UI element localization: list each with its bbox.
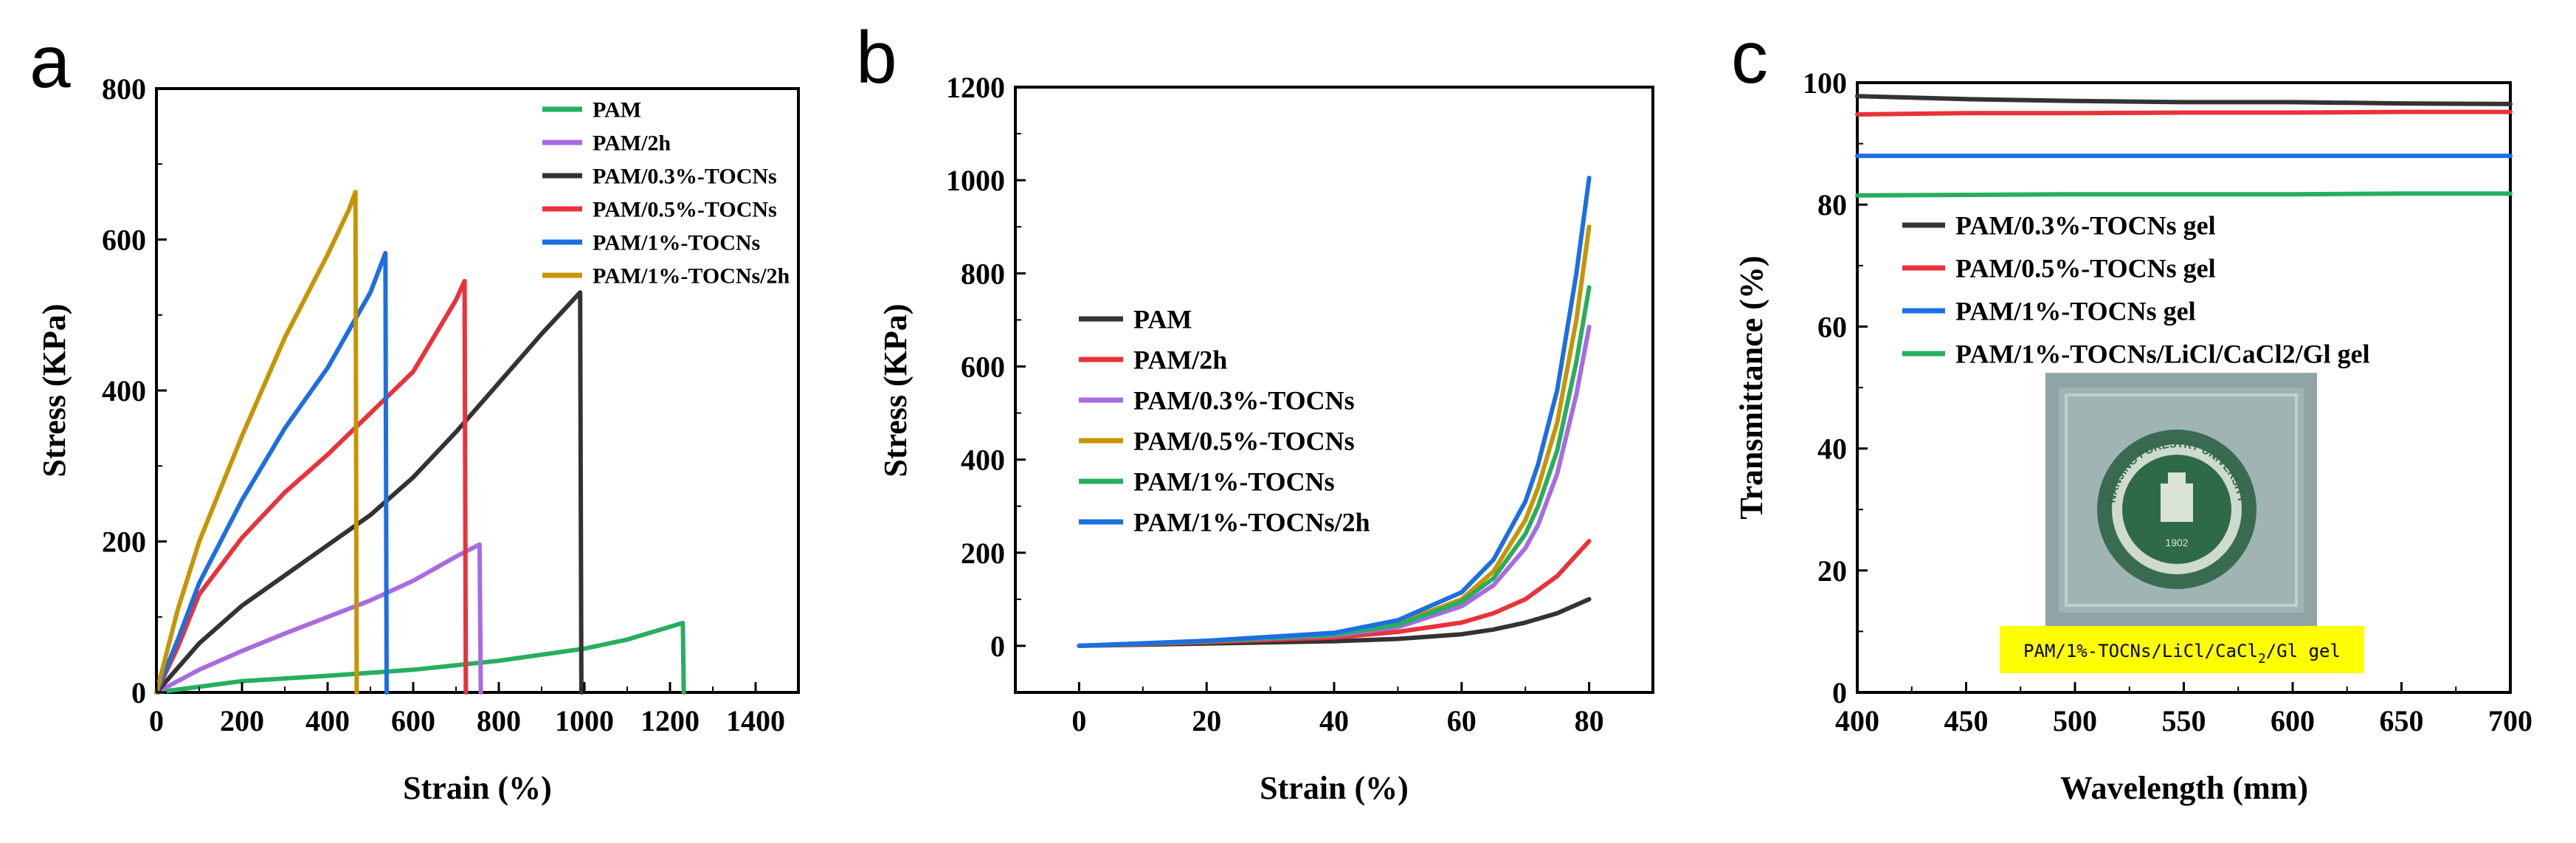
legend-label: PAM/1%-TOCNs gel bbox=[1955, 297, 2196, 326]
y-tick-label: 200 bbox=[961, 537, 1005, 570]
emblem-year: 1902 bbox=[2165, 537, 2188, 548]
panel-letter-a: a bbox=[30, 21, 71, 103]
legend-label: PAM bbox=[1133, 305, 1192, 334]
x-tick-label: 650 bbox=[2380, 704, 2424, 737]
y-axis-title-b: Stress (KPa) bbox=[877, 303, 914, 477]
legend-label: PAM/0.3%-TOCNs bbox=[593, 165, 777, 189]
series-line-a-3 bbox=[154, 278, 469, 695]
photo-caption: PAM/1%-TOCNs/LiCl/CaCl2/Gl gel bbox=[2023, 641, 2341, 667]
series-line-b-1 bbox=[1077, 539, 1592, 648]
y-tick-label: 20 bbox=[1817, 554, 1847, 588]
x-tick-label: 0 bbox=[1071, 704, 1086, 737]
chart-panel-c: 400 450 500 550 600 650 700 0 20 40 60 80 100 PAM/0.… bbox=[1733, 66, 2532, 806]
x-tick-label: 500 bbox=[2053, 704, 2097, 737]
x-tick-label: 400 bbox=[1835, 704, 1879, 737]
x-axis-title-a: Strain (%) bbox=[403, 770, 552, 806]
x-tick-label: 550 bbox=[2162, 704, 2206, 737]
legend-label: PAM/1%-TOCNs bbox=[1133, 467, 1335, 497]
series-line-a-2 bbox=[154, 290, 584, 695]
x-tick-label: 1200 bbox=[640, 704, 700, 737]
series-line-a-1 bbox=[154, 542, 483, 695]
x-tick-label: 1400 bbox=[726, 704, 785, 737]
y-tick-label: 1200 bbox=[946, 71, 1005, 104]
x-tick-label: 1000 bbox=[555, 704, 614, 737]
y-tick-label: 1000 bbox=[946, 164, 1005, 197]
legend-label: PAM/2h bbox=[593, 131, 671, 156]
y-tick-label: 600 bbox=[961, 350, 1005, 383]
x-axis-title-b: Strain (%) bbox=[1260, 770, 1409, 806]
inset-photo: NANJING FORESTRY UNIVERSITY 1902 PAM/1%-… bbox=[2000, 373, 2364, 673]
y-tick-label: 400 bbox=[961, 444, 1005, 477]
legend-label: PAM/0.3%-TOCNs gel bbox=[1955, 211, 2216, 241]
series-line-c-1 bbox=[1855, 109, 2513, 117]
x-tick-label: 400 bbox=[305, 704, 350, 737]
panel-letter-c: c bbox=[1731, 16, 1768, 99]
y-tick-label: 40 bbox=[1817, 433, 1847, 466]
series-line-c-3 bbox=[1855, 191, 2513, 198]
y-tick-label: 0 bbox=[1832, 676, 1847, 709]
y-tick-label: 0 bbox=[131, 676, 146, 709]
y-axis-title-c: Transmittance (%) bbox=[1733, 255, 1769, 519]
chart-panel-a: 0 200 400 600 800 1000 1200 1400 0 200 400 600 800 P… bbox=[36, 72, 800, 806]
photo-caption-box bbox=[2000, 626, 2364, 673]
x-tick-label: 20 bbox=[1192, 704, 1221, 737]
y-tick-label: 100 bbox=[1803, 66, 1847, 100]
y-tick-label: 80 bbox=[1817, 188, 1847, 221]
x-tick-label: 60 bbox=[1447, 704, 1477, 737]
x-tick-label: 700 bbox=[2488, 704, 2532, 737]
legend-label: PAM/0.3%-TOCNs bbox=[1133, 386, 1355, 416]
y-tick-label: 0 bbox=[990, 630, 1005, 663]
x-tick-label: 600 bbox=[2271, 704, 2315, 737]
series-line-c-0 bbox=[1855, 94, 2513, 106]
x-tick-label: 600 bbox=[391, 704, 435, 737]
legend-label: PAM bbox=[593, 98, 641, 123]
y-axis-title-a: Stress (KPa) bbox=[36, 303, 72, 477]
y-tick-label: 60 bbox=[1817, 310, 1847, 343]
legend-label: PAM/1%-TOCNs/LiCl/CaCl2/Gl gel bbox=[1955, 340, 2370, 369]
emblem-building-icon bbox=[2161, 484, 2193, 522]
panel-letter-b: b bbox=[856, 16, 897, 99]
legend-label: PAM/2h bbox=[1133, 345, 1227, 375]
y-tick-label: 200 bbox=[102, 526, 146, 559]
legend-label: PAM/0.5%-TOCNs bbox=[1133, 427, 1355, 456]
y-tick-label: 600 bbox=[102, 224, 146, 257]
y-tick-label: 400 bbox=[102, 374, 146, 407]
series-line-b-5 bbox=[1077, 176, 1592, 648]
y-tick-label: 800 bbox=[102, 72, 146, 106]
x-tick-label: 200 bbox=[220, 704, 264, 737]
legend-label: PAM/0.5%-TOCNs bbox=[593, 198, 777, 222]
x-axis-title-c: Wavelength (mm) bbox=[2060, 770, 2308, 806]
legend-label: PAM/1%-TOCNs/2h bbox=[593, 264, 790, 289]
x-tick-label: 450 bbox=[1944, 704, 1989, 737]
series-line-a-5 bbox=[154, 190, 359, 695]
emblem-tower-icon bbox=[2168, 472, 2186, 484]
legend-label: PAM/1%-TOCNs bbox=[593, 231, 760, 255]
x-tick-label: 40 bbox=[1319, 704, 1349, 737]
x-tick-label: 80 bbox=[1575, 704, 1604, 737]
legend-label: PAM/1%-TOCNs/2h bbox=[1133, 508, 1370, 537]
series-line-a-4 bbox=[154, 250, 389, 695]
series-line-a-0 bbox=[154, 620, 686, 695]
photo-gel-edge bbox=[2065, 393, 2298, 607]
legend-label: PAM/0.5%-TOCNs gel bbox=[1955, 254, 2216, 283]
x-tick-label: 800 bbox=[477, 704, 521, 737]
y-tick-label: 800 bbox=[961, 257, 1005, 290]
x-tick-label: 0 bbox=[149, 704, 164, 737]
